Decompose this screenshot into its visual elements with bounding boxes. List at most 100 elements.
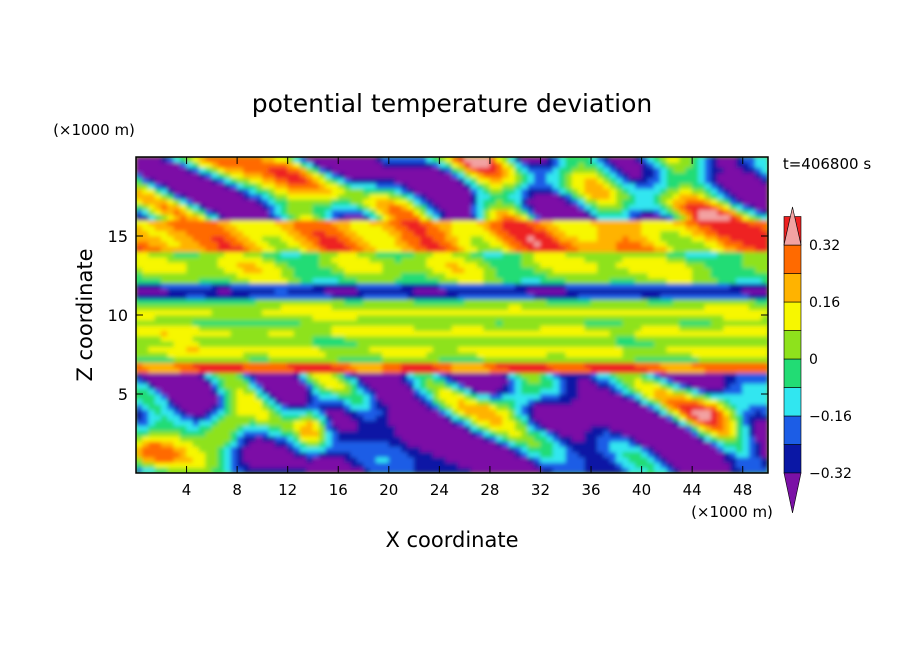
field-cell xyxy=(533,246,541,253)
field-cell xyxy=(704,319,712,326)
field-cell xyxy=(154,414,162,421)
field-cell xyxy=(565,314,573,321)
field-cell xyxy=(287,288,295,295)
field-cell xyxy=(476,246,484,253)
field-cell xyxy=(476,414,484,421)
field-cell xyxy=(748,330,756,337)
field-cell xyxy=(287,467,295,473)
field-cell xyxy=(331,288,339,295)
field-cell xyxy=(249,235,257,242)
field-cell xyxy=(407,414,415,421)
field-cell xyxy=(641,356,649,363)
field-cell xyxy=(660,325,668,332)
field-cell xyxy=(407,230,415,237)
field-cell xyxy=(192,304,200,311)
field-cell xyxy=(325,367,333,374)
field-cell xyxy=(495,356,503,363)
field-cell xyxy=(590,430,598,437)
field-cell xyxy=(198,341,206,347)
field-cell xyxy=(154,351,162,358)
field-cell xyxy=(382,346,390,353)
field-cell xyxy=(729,319,737,326)
field-cell xyxy=(552,240,560,247)
field-cell xyxy=(325,235,333,242)
field-cell xyxy=(318,420,326,426)
field-cell xyxy=(704,335,712,342)
field-cell xyxy=(331,425,339,432)
field-cell xyxy=(394,240,402,247)
field-cell xyxy=(236,356,244,363)
field-cell xyxy=(470,393,478,400)
field-cell xyxy=(198,225,206,232)
field-cell xyxy=(413,246,421,253)
field-cell xyxy=(641,346,649,353)
field-cell xyxy=(179,240,187,247)
field-cell xyxy=(167,272,175,279)
field-cell xyxy=(401,351,409,358)
field-cell xyxy=(502,341,510,347)
field-cell xyxy=(464,393,472,400)
field-cell xyxy=(540,372,548,379)
field-cell xyxy=(186,356,194,363)
field-cell xyxy=(685,451,693,458)
field-cell xyxy=(603,309,611,316)
field-cell xyxy=(458,372,465,379)
field-cell xyxy=(546,462,554,469)
field-cell xyxy=(274,214,282,221)
field-cell xyxy=(167,383,175,390)
field-cell xyxy=(407,298,415,305)
field-cell xyxy=(306,356,314,363)
field-cell xyxy=(698,351,706,358)
field-cell xyxy=(704,467,712,473)
field-cell xyxy=(268,246,276,253)
field-cell xyxy=(717,246,725,253)
field-cell xyxy=(679,388,687,395)
field-cell xyxy=(224,214,232,221)
field-cell xyxy=(148,446,156,453)
field-cell xyxy=(451,288,459,295)
field-cell xyxy=(230,420,238,426)
field-cell xyxy=(584,367,592,374)
field-cell xyxy=(148,235,156,242)
field-cell xyxy=(445,325,453,332)
field-cell xyxy=(388,393,396,400)
field-cell xyxy=(761,451,768,458)
field-cell xyxy=(660,214,668,221)
field-cell xyxy=(489,404,497,411)
field-cell xyxy=(167,225,175,232)
field-cell xyxy=(628,319,636,326)
field-cell xyxy=(508,288,516,295)
field-cell xyxy=(540,393,548,400)
field-cell xyxy=(691,288,699,295)
field-cell xyxy=(363,298,371,305)
field-cell xyxy=(571,293,579,300)
field-cell xyxy=(672,404,680,411)
field-cell xyxy=(533,414,541,421)
field-cell xyxy=(312,462,320,469)
field-cell xyxy=(217,462,225,469)
field-cell xyxy=(603,456,611,463)
field-cell xyxy=(748,235,756,242)
field-cell xyxy=(546,319,554,326)
field-cell xyxy=(224,219,232,226)
field-cell xyxy=(160,362,168,368)
field-cell xyxy=(205,298,213,305)
field-cell xyxy=(148,346,156,353)
field-cell xyxy=(356,325,364,332)
field-cell xyxy=(192,272,200,279)
field-cell xyxy=(647,456,655,463)
field-cell xyxy=(420,330,428,337)
field-cell xyxy=(173,325,181,332)
field-cell xyxy=(243,272,251,279)
field-cell xyxy=(432,240,440,247)
field-cell xyxy=(148,230,156,237)
field-cell xyxy=(736,451,744,458)
field-cell xyxy=(527,330,535,337)
field-cell xyxy=(559,388,567,395)
field-cell xyxy=(306,319,314,326)
field-cell xyxy=(495,309,503,316)
field-cell xyxy=(653,388,661,395)
field-cell xyxy=(691,209,699,216)
field-cell xyxy=(458,456,465,463)
field-cell xyxy=(300,362,307,368)
